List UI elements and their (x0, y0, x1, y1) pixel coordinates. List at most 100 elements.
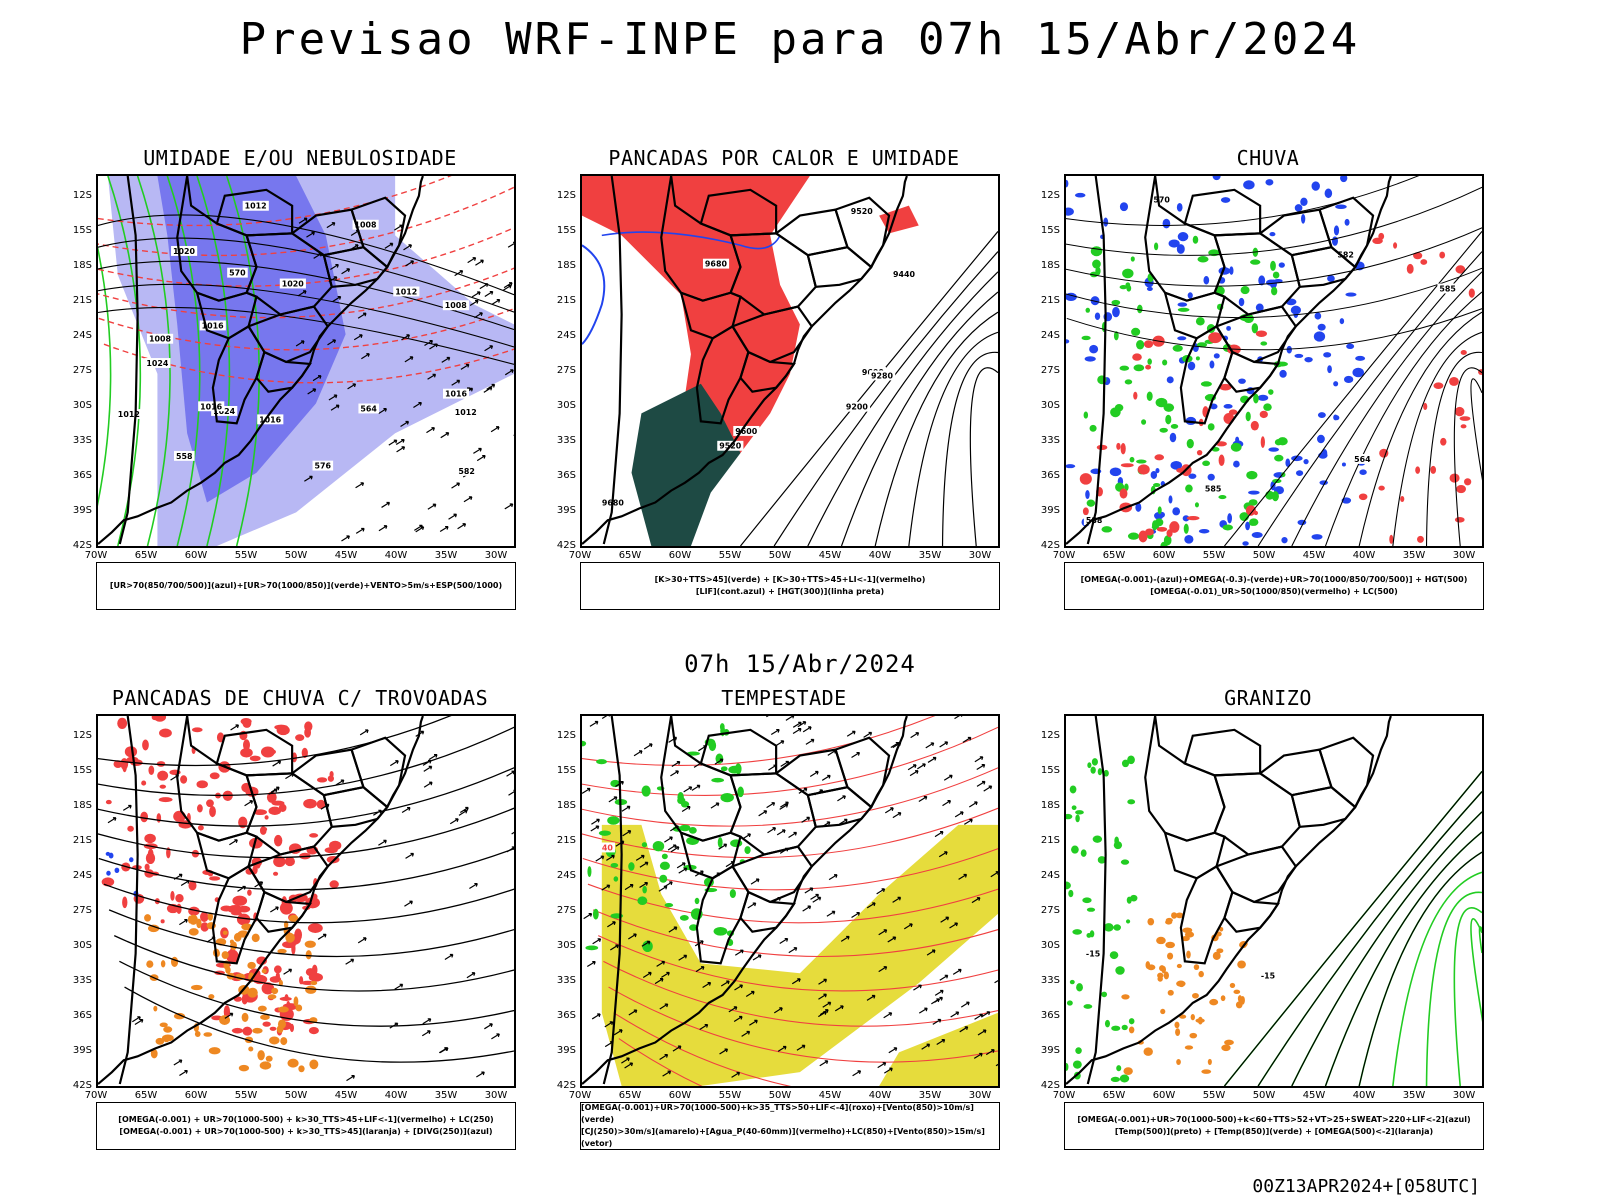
streamline-arrow (508, 789, 514, 796)
rain-red-area (1245, 505, 1256, 516)
omega-blue-area (1207, 473, 1215, 481)
omega-green-area (1137, 304, 1143, 314)
wind850-vector (840, 935, 850, 942)
wind850-vector (976, 764, 986, 771)
thunder-red-area (271, 800, 285, 806)
rain-red-area (1132, 353, 1142, 361)
valid-time-label: 07h 15/Abr/2024 (684, 650, 916, 678)
wind850-vector (714, 758, 724, 765)
wind850-vector (926, 949, 936, 956)
omega-blue-area (1188, 473, 1197, 479)
wind850-vector (656, 960, 666, 967)
y-tick-label: 21S (556, 835, 576, 846)
rain-red-area (1460, 350, 1467, 355)
temp850-green-area (1075, 810, 1084, 815)
thunder-red-area (151, 716, 158, 721)
temp850-green-area (1069, 785, 1077, 794)
wind-vector (414, 524, 423, 531)
wind850-vector (776, 829, 786, 836)
wind850-vector (758, 810, 768, 817)
x-tick-label: 40W (868, 550, 892, 561)
y-tick-label: 36S (72, 1010, 92, 1021)
contour-label-bg (242, 200, 269, 211)
thunder-red-area (247, 889, 252, 896)
contour-label: 1012 (245, 202, 267, 211)
streamline-arrow (422, 759, 432, 766)
temp850-green-area (1119, 1074, 1130, 1083)
wind850-vector (804, 887, 814, 894)
contour-label: 1012 (455, 408, 477, 417)
omega-green-area (1240, 286, 1250, 295)
wind-vector (463, 496, 473, 503)
thunder-orange-area (280, 1037, 288, 1046)
wind850-vector (968, 801, 978, 808)
water-contour (592, 909, 998, 958)
temp850-contour (1478, 926, 1482, 954)
contour-label-bg (174, 450, 195, 461)
contour-label-bg (393, 286, 420, 297)
hgt300-contour (807, 271, 998, 546)
contour-label: 1008 (149, 335, 172, 344)
y-tick-label: 12S (72, 730, 92, 741)
temp850-green-area (1087, 762, 1092, 769)
wind850-green-area (585, 945, 599, 951)
lc500-streamline (1066, 176, 1420, 226)
wind850-green-area (598, 830, 611, 836)
y-tick-label: 36S (1040, 470, 1060, 481)
wind850-green-area (610, 862, 619, 868)
omega500-orange-area (1197, 1016, 1203, 1025)
rain-red-area (1133, 391, 1138, 400)
wind850-vector (797, 721, 807, 728)
wind850-vector (662, 1070, 672, 1077)
wind850-vector (910, 732, 920, 739)
rain-red-area (1440, 437, 1447, 446)
thickness-contour (98, 227, 514, 287)
y-tick-label: 30S (556, 400, 576, 411)
streamline-arrow (423, 765, 433, 772)
omega-green-area (1119, 365, 1130, 371)
map-canvas (98, 716, 514, 1085)
wind850-vector (609, 944, 619, 951)
y-tick-label: 42S (72, 540, 92, 551)
wind-vector (441, 356, 451, 363)
rain-red-area (1430, 465, 1437, 474)
rain-red-area (1464, 478, 1472, 486)
contour-label-bg (144, 358, 171, 368)
omega500-orange-area (1198, 970, 1204, 978)
streamline-arrow (107, 817, 117, 824)
x-tick-label: 55W (234, 1090, 258, 1101)
temp850-green-area (1114, 836, 1120, 846)
wind-vector (403, 244, 412, 251)
thunder-red-area (303, 798, 317, 809)
omega-green-area (1197, 256, 1209, 263)
y-tick-label: 30S (1040, 940, 1060, 951)
wind850-vector (802, 905, 812, 912)
x-tick-label: 45W (818, 550, 842, 561)
lc500-streamline (1066, 267, 1482, 319)
thunder-orange-area (251, 933, 260, 943)
thunder-orange-area (247, 961, 256, 970)
wind850-vector (884, 807, 894, 814)
political-border (350, 736, 407, 809)
wind-vector (471, 291, 481, 298)
streamline-arrow (270, 906, 279, 913)
y-tick-label: 42S (556, 1080, 576, 1091)
hgt500-contour (1324, 291, 1482, 546)
wind850-vector (779, 803, 789, 810)
humidity-high-shade (157, 176, 346, 503)
political-border (211, 324, 266, 425)
contour-label: 9600 (735, 427, 758, 436)
wind-vector (451, 482, 461, 489)
wind850-vector (959, 1026, 969, 1033)
omega-green-area (1192, 235, 1199, 244)
rain-red-area (1400, 495, 1405, 503)
page-title: Previsao WRF-INPE para 07h 15/Abr/2024 (239, 14, 1361, 65)
hgt500-contour (1392, 331, 1482, 546)
streamline-arrow (444, 953, 454, 960)
thunder-orange-area (271, 987, 279, 995)
omega-blue-area (1170, 460, 1183, 470)
forecast-map: 1012 1012 1008 1016 1016 1016 1020 1024 1012 1008… (96, 174, 516, 548)
wind850-green-area (613, 876, 619, 882)
omega-blue-area (1269, 231, 1276, 237)
